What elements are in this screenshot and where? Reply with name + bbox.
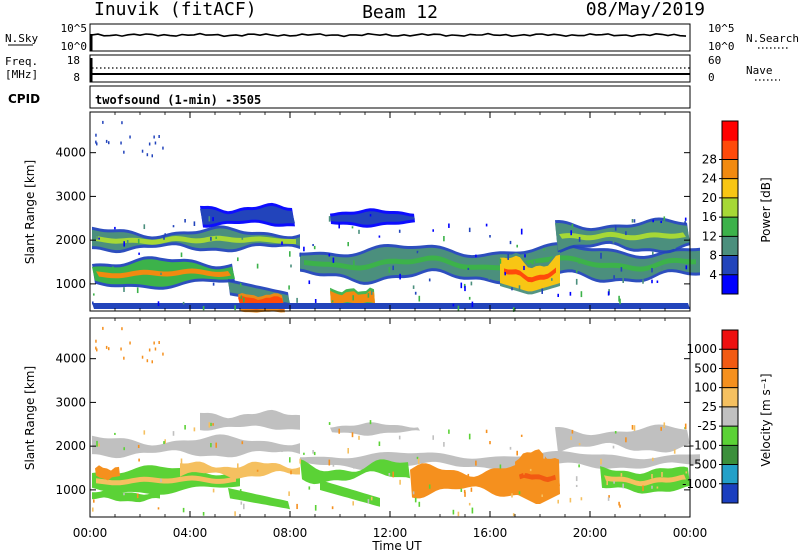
cpid-label: CPID: [8, 92, 40, 106]
y-tick-label: 1000: [55, 277, 86, 291]
colorbar-tick-label: -100: [690, 438, 717, 452]
colorbar-tick-label: -1000: [682, 477, 717, 491]
y-tick-label: 1000: [55, 483, 86, 497]
colorbar-tick-label: -500: [690, 458, 717, 472]
power-colorbar: 4 8 12 16 20 24 28: [702, 120, 739, 295]
beam-title: Beam 12: [362, 2, 438, 23]
colorbar-swatch: [722, 159, 738, 180]
colorbar-tick-label: 100: [694, 381, 717, 395]
colorbar-swatch: [722, 426, 738, 446]
nave-tick-top: 60: [708, 54, 721, 67]
colorbar-swatch: [722, 121, 738, 141]
nsky-label: N.Sky: [5, 32, 38, 45]
power-y-ticks: 1000 2000 3000 4000: [55, 146, 690, 291]
x-tick-label: 12:00: [373, 526, 408, 540]
power-panel: 1000 2000 3000 4000 Slant Range [km] 4 8 12 16…: [23, 111, 773, 313]
freq-label-line1: Freq.: [5, 55, 38, 68]
colorbar-swatch: [722, 483, 738, 504]
nave-label: Nave: [746, 64, 773, 77]
nsky-panel: N.Sky 10^5 10^0 10^5 10^0 N.Search: [5, 22, 799, 53]
freq-tick-bottom: 8: [73, 71, 80, 84]
power-data-layer: [92, 120, 700, 313]
x-tick-label: 16:00: [473, 526, 508, 540]
colorbar-swatch: [722, 217, 738, 237]
colorbar-swatch: [722, 330, 738, 350]
colorbar-swatch: [722, 236, 738, 257]
velocity-panel: 1000 2000 3000 4000 Slant Range [km] 1000 50…: [23, 317, 773, 518]
y-tick-label: 3000: [55, 189, 86, 203]
nsearch-tick-top: 10^5: [708, 22, 735, 35]
x-axis-label: Time UT: [371, 539, 422, 553]
colorbar-tick-label: 24: [702, 172, 717, 186]
x-tick-label: 00:00: [673, 526, 708, 540]
colorbar-swatch: [722, 178, 738, 199]
power-y-axis-label: Slant Range [km]: [23, 160, 37, 264]
velocity-colorbar-label: Velocity [m s⁻¹]: [759, 373, 773, 466]
freq-tick-top: 18: [67, 54, 80, 67]
colorbar-tick-label: 4: [709, 268, 717, 282]
colorbar-tick-label: 500: [694, 361, 717, 375]
colorbar-swatch: [722, 368, 738, 389]
colorbar-swatch: [722, 255, 738, 276]
cpid-text: twofsound (1-min) -3505: [95, 93, 261, 107]
y-tick-label: 3000: [55, 395, 86, 409]
freq-label-line2: [MHz]: [5, 68, 38, 81]
y-tick-label: 4000: [55, 146, 86, 160]
velocity-data-layer: [92, 326, 700, 517]
colorbar-swatch: [722, 140, 738, 160]
colorbar-tick-label: 8: [709, 249, 717, 263]
power-colorbar-label: Power [dB]: [759, 177, 773, 242]
nsky-tick-bottom: 10^0: [61, 40, 88, 53]
colorbar-swatch: [722, 464, 738, 485]
velocity-colorbar: 1000 500 100 25 -25 -100 -500 -1000: [682, 329, 739, 504]
colorbar-swatch: [722, 406, 738, 427]
y-tick-label: 4000: [55, 352, 86, 366]
colorbar-tick-label: 12: [702, 229, 717, 243]
time-axis: 00:00 04:00 08:00 12:00 16:00 20:00 00:00: [73, 112, 708, 540]
station-title: Inuvik (fitACF): [94, 0, 257, 20]
y-tick-label: 2000: [55, 439, 86, 453]
colorbar-tick-label: 20: [702, 191, 717, 205]
nave-tick-bottom: 0: [708, 71, 715, 84]
nsearch-label: N.Search: [746, 32, 799, 45]
colorbar-tick-label: 28: [702, 152, 717, 166]
velocity-y-axis-label: Slant Range [km]: [23, 366, 37, 470]
x-tick-label: 20:00: [573, 526, 608, 540]
nsky-tick-top: 10^5: [61, 22, 88, 35]
date-title: 08/May/2019: [586, 0, 705, 20]
colorbar-tick-label: 16: [702, 210, 717, 224]
colorbar-swatch: [722, 197, 738, 218]
x-tick-label: 04:00: [173, 526, 208, 540]
nsearch-tick-bottom: 10^0: [708, 40, 735, 53]
velocity-y-ticks: 1000 2000 3000 4000: [55, 352, 690, 497]
cpid-panel: CPID twofsound (1-min) -3505: [8, 85, 691, 109]
x-tick-label: 08:00: [273, 526, 308, 540]
colorbar-swatch: [722, 349, 738, 369]
colorbar-tick-label: 1000: [686, 342, 717, 356]
colorbar-tick-label: 25: [702, 400, 717, 414]
y-tick-label: 2000: [55, 233, 86, 247]
freq-panel: Freq. [MHz] 18 8 60 0 Nave: [5, 54, 780, 84]
colorbar-swatch: [722, 387, 738, 408]
colorbar-tick-label: -25: [697, 419, 717, 433]
x-tick-label: 00:00: [73, 526, 108, 540]
colorbar-swatch: [722, 274, 738, 295]
colorbar-swatch: [722, 445, 738, 466]
nsky-trace: [91, 32, 687, 38]
